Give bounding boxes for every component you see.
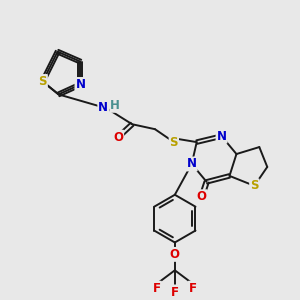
- Text: O: O: [197, 190, 207, 203]
- Text: S: S: [169, 136, 178, 148]
- Text: N: N: [187, 158, 197, 170]
- Text: S: S: [250, 179, 259, 192]
- Text: H: H: [110, 99, 120, 112]
- Text: N: N: [217, 130, 226, 142]
- Text: O: O: [170, 248, 180, 261]
- Text: O: O: [113, 130, 123, 144]
- Text: F: F: [171, 286, 179, 299]
- Text: N: N: [75, 78, 85, 91]
- Text: N: N: [98, 101, 108, 114]
- Text: S: S: [38, 75, 47, 88]
- Text: F: F: [189, 282, 197, 295]
- Text: F: F: [153, 282, 161, 295]
